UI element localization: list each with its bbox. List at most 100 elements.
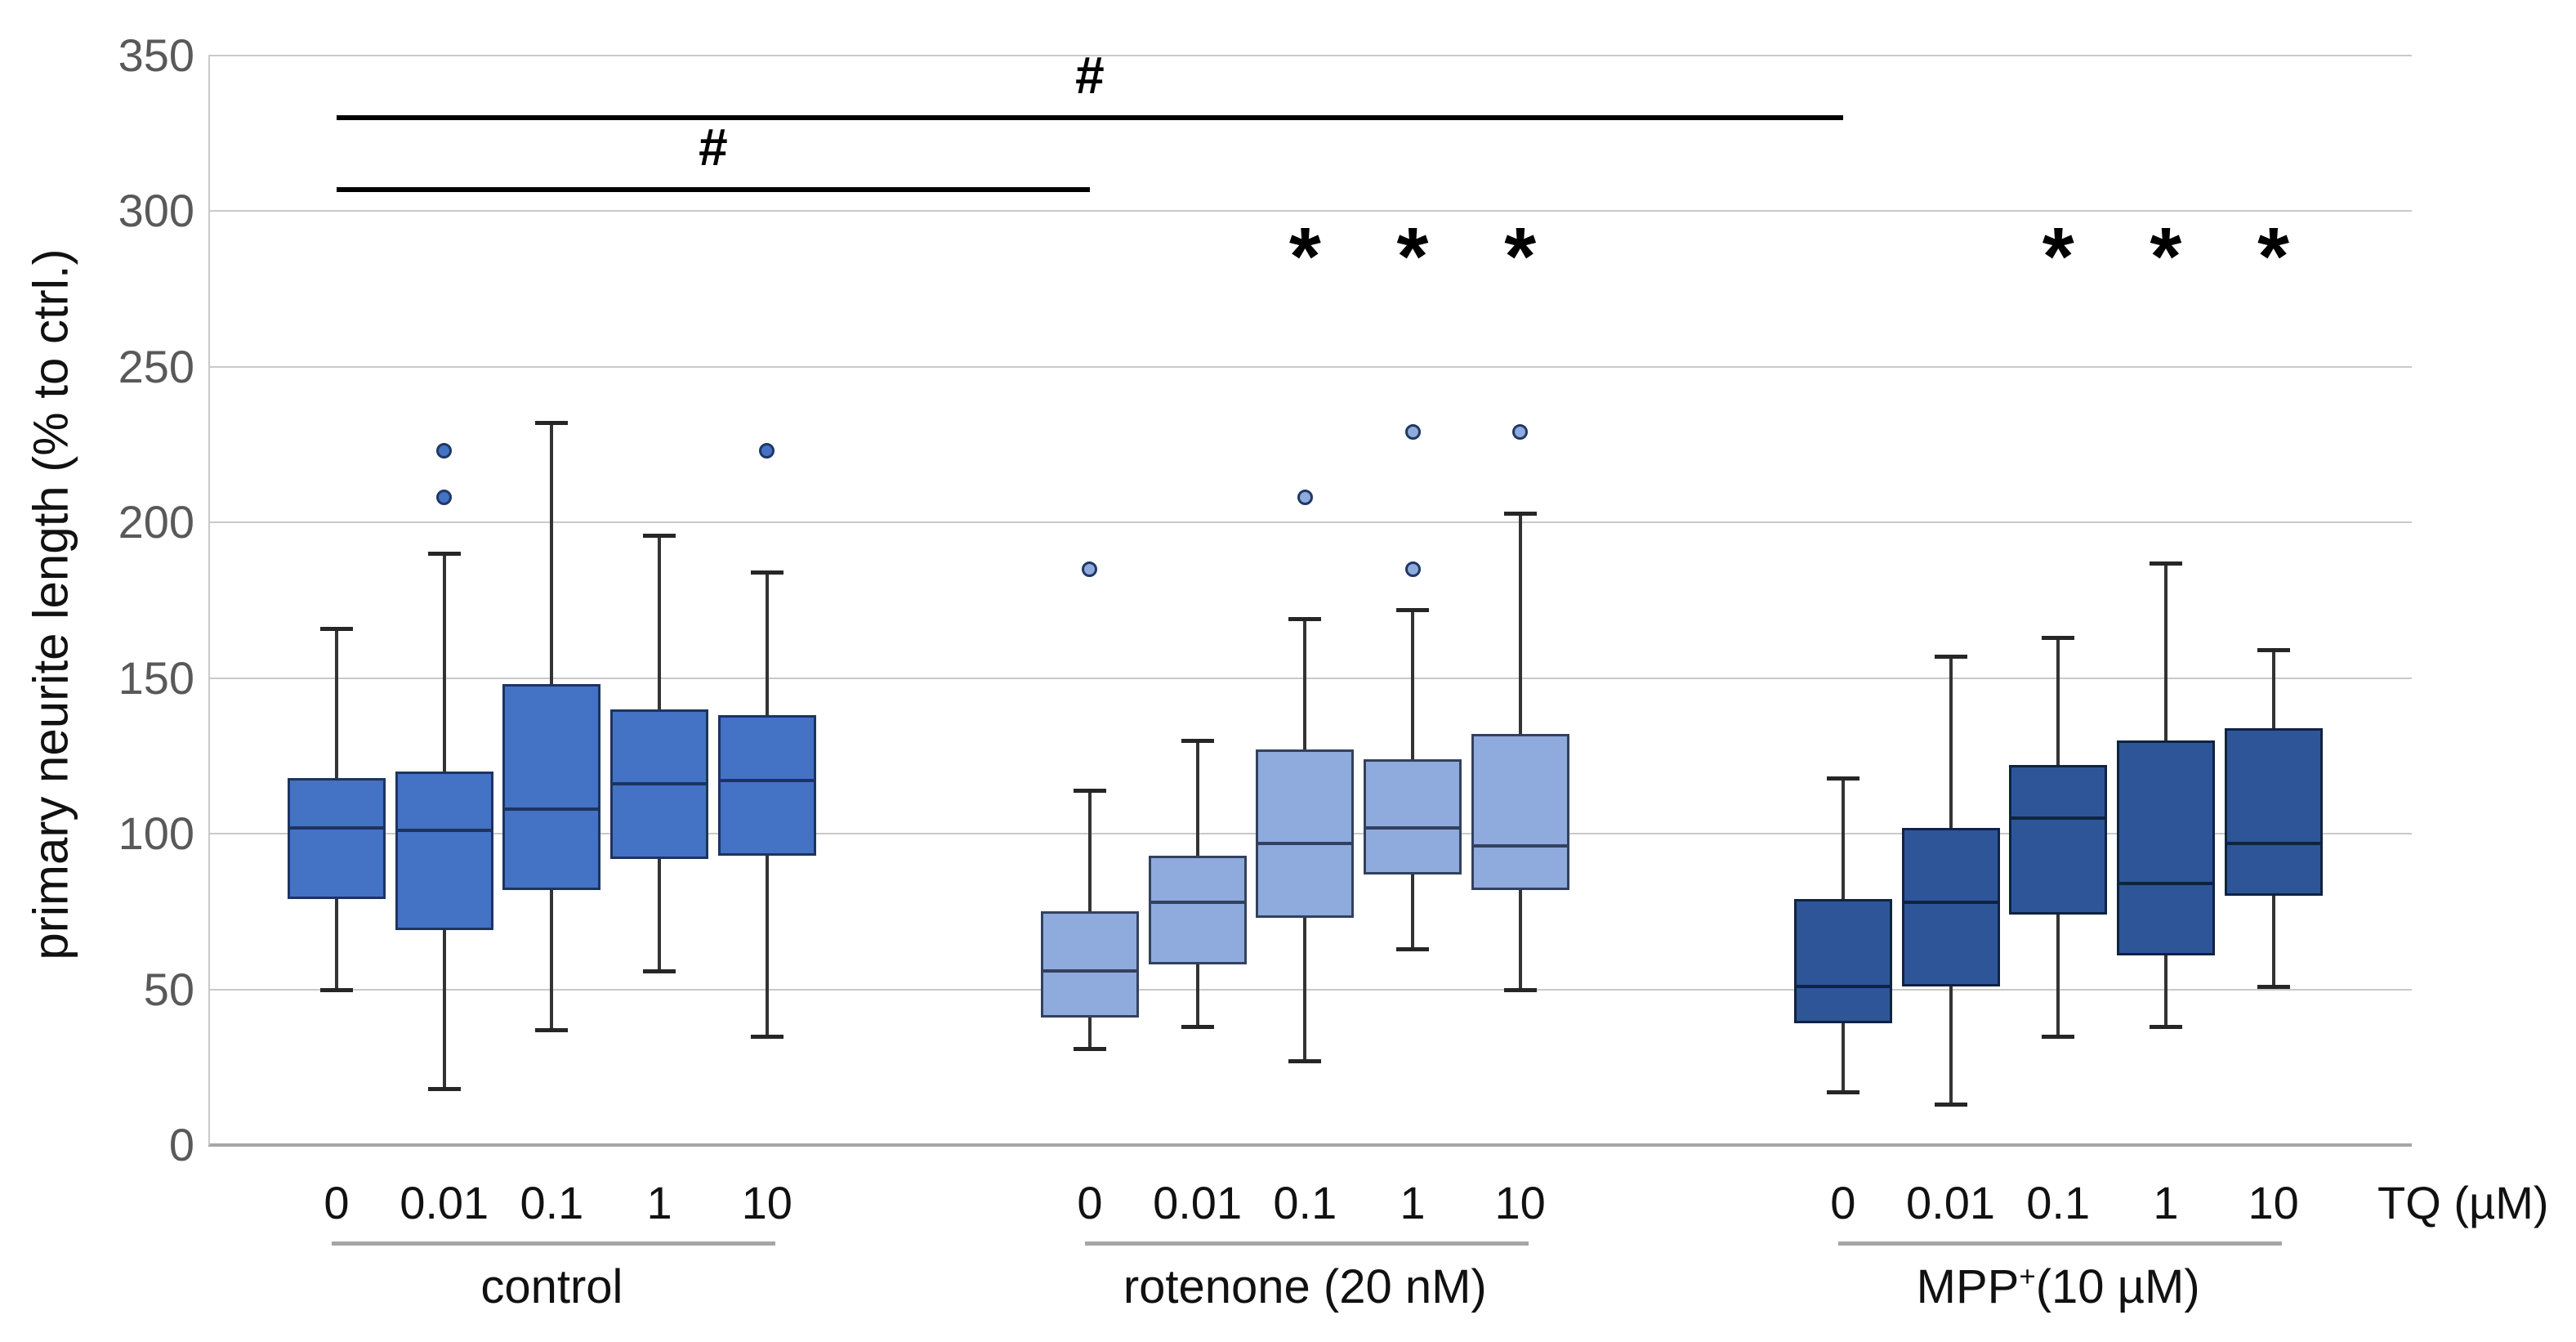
outlier-rotenone-1-0 [1404, 561, 1421, 577]
median-mpp-10 [2224, 841, 2323, 845]
box-rotenone-1 [1364, 758, 1462, 875]
box-mpp-1 [2116, 740, 2215, 955]
whisker-cap-high-rotenone-0.01 [1181, 738, 1214, 743]
whisker-cap-low-mpp-0.1 [2042, 1034, 2075, 1039]
whisker-upper-mpp-10 [2271, 650, 2275, 728]
median-mpp-1 [2116, 882, 2215, 886]
whisker-cap-low-mpp-1 [2149, 1025, 2182, 1030]
significance-star-rotenone-10: * [1504, 210, 1537, 302]
y-tick-label-100: 100 [118, 807, 194, 860]
whisker-cap-low-control-0 [320, 987, 353, 992]
whisker-cap-high-control-10 [750, 570, 784, 575]
whisker-cap-high-rotenone-1 [1396, 607, 1429, 612]
x-tick-mpp-0: 0 [1830, 1177, 1856, 1228]
median-rotenone-1 [1364, 825, 1462, 830]
box-mpp-0 [1793, 899, 1892, 1024]
median-rotenone-0.1 [1256, 841, 1355, 845]
whisker-cap-high-control-0 [320, 626, 353, 631]
whisker-cap-high-mpp-10 [2257, 648, 2290, 653]
whisker-cap-low-rotenone-10 [1503, 987, 1537, 992]
median-rotenone-0.01 [1148, 900, 1247, 904]
median-control-10 [717, 779, 816, 783]
whisker-upper-mpp-0.01 [1949, 656, 1953, 828]
whisker-lower-rotenone-0 [1087, 1017, 1092, 1049]
outlier-control-0.01-1 [436, 443, 453, 459]
box-control-0.01 [395, 771, 493, 931]
group-label-part: rotenone (20 nM) [1123, 1260, 1487, 1313]
whisker-upper-rotenone-0.01 [1195, 740, 1199, 856]
whisker-lower-rotenone-10 [1518, 889, 1522, 990]
x-tick-mpp-0.1: 0.1 [2026, 1177, 2091, 1228]
outlier-control-10-0 [759, 443, 775, 459]
whisker-cap-high-rotenone-10 [1503, 511, 1537, 516]
whisker-cap-high-mpp-1 [2149, 561, 2182, 566]
box-rotenone-0 [1040, 911, 1139, 1018]
significance-star-rotenone-1: * [1396, 210, 1429, 302]
x-tick-rotenone-0.1: 0.1 [1273, 1177, 1337, 1228]
box-control-0.1 [502, 684, 601, 890]
whisker-lower-rotenone-0.01 [1195, 964, 1199, 1027]
median-control-0.1 [502, 807, 601, 811]
x-tick-mpp-0.01: 0.01 [1906, 1177, 1995, 1228]
whisker-cap-low-mpp-0.01 [1934, 1103, 1967, 1107]
box-control-10 [717, 715, 816, 856]
whisker-upper-rotenone-10 [1518, 512, 1522, 735]
whisker-upper-control-0.1 [550, 423, 554, 685]
y-tick-label-200: 200 [118, 496, 194, 548]
box-control-0 [288, 777, 386, 900]
gridline-50 [208, 988, 2412, 991]
median-rotenone-0 [1040, 968, 1139, 973]
y-tick-label-350: 350 [118, 29, 194, 81]
group-label-rotenone: rotenone (20 nM) [937, 1259, 1672, 1316]
x-tick-rotenone-1: 1 [1400, 1177, 1426, 1228]
median-rotenone-10 [1471, 844, 1569, 848]
x-tick-control-0.01: 0.01 [400, 1177, 489, 1228]
significance-hash-1: # [699, 117, 728, 177]
box-rotenone-0.1 [1256, 749, 1355, 918]
whisker-cap-low-mpp-10 [2257, 984, 2290, 989]
box-rotenone-0.01 [1148, 855, 1247, 965]
group-label-part: (10 µM) [2035, 1260, 2200, 1313]
whisker-cap-high-mpp-0.01 [1934, 655, 1967, 660]
whisker-cap-low-rotenone-0 [1073, 1046, 1106, 1051]
x-tick-control-0.1: 0.1 [520, 1177, 584, 1228]
whisker-upper-control-10 [765, 572, 769, 716]
median-mpp-0 [1793, 984, 1892, 988]
x-tick-control-1: 1 [646, 1177, 672, 1228]
x-tick-rotenone-0: 0 [1077, 1177, 1103, 1228]
whisker-cap-low-control-0.1 [535, 1028, 569, 1033]
whisker-lower-control-0.1 [550, 889, 554, 1031]
whisker-cap-high-rotenone-0 [1073, 788, 1106, 793]
whisker-lower-control-10 [765, 855, 769, 1036]
whisker-cap-low-control-10 [750, 1034, 784, 1039]
x-tick-rotenone-10: 10 [1494, 1177, 1546, 1228]
whisker-lower-rotenone-0.1 [1303, 917, 1307, 1062]
median-control-1 [610, 782, 709, 786]
whisker-lower-mpp-1 [2163, 955, 2168, 1027]
group-underline-rotenone [1084, 1241, 1529, 1246]
gridline-250 [208, 365, 2412, 368]
outlier-rotenone-0-0 [1082, 561, 1098, 577]
whisker-lower-control-0.01 [442, 930, 446, 1089]
whisker-lower-control-1 [658, 858, 662, 971]
median-control-0 [288, 825, 386, 830]
whisker-lower-mpp-0 [1841, 1023, 1845, 1093]
whisker-lower-mpp-0.01 [1949, 986, 1953, 1105]
significance-star-mpp-1: * [2150, 210, 2182, 302]
box-rotenone-10 [1471, 734, 1569, 890]
gridline-0 [208, 1143, 2412, 1147]
y-axis-line [208, 56, 210, 1145]
y-tick-label-0: 0 [168, 1119, 194, 1170]
median-mpp-0.01 [1901, 900, 2000, 904]
whisker-upper-control-0 [335, 628, 338, 778]
significance-star-mpp-0.1: * [2042, 210, 2074, 302]
whisker-cap-low-control-0.01 [427, 1087, 461, 1092]
whisker-lower-mpp-0.1 [2056, 915, 2060, 1036]
whisker-cap-high-control-0.1 [535, 421, 569, 426]
outlier-rotenone-0.1-0 [1297, 490, 1313, 506]
whisker-lower-rotenone-1 [1411, 874, 1414, 950]
group-underline-control [332, 1241, 775, 1246]
y-tick-label-150: 150 [118, 651, 194, 704]
whisker-upper-rotenone-0.1 [1303, 619, 1307, 750]
whisker-upper-rotenone-0 [1087, 790, 1092, 912]
